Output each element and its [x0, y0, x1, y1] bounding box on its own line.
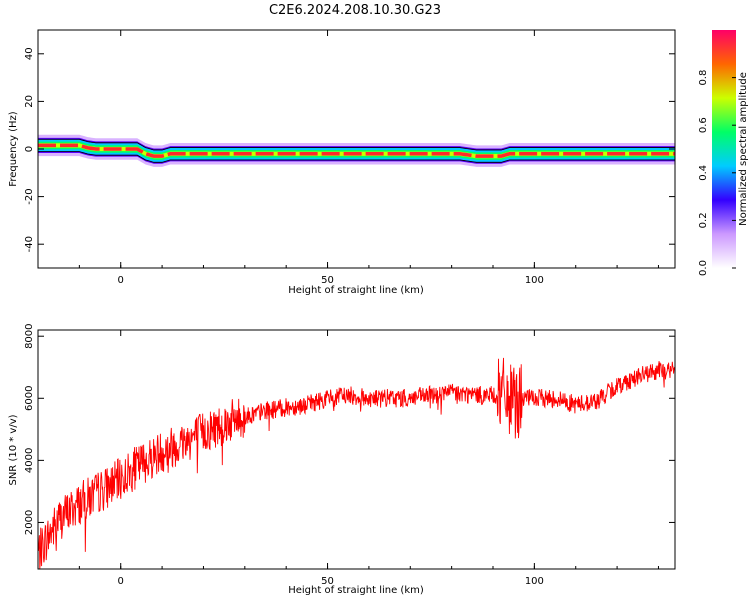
ridge-envelope — [38, 138, 675, 151]
snr-ticks: 0 50 100 2000 4000 6000 8000 — [24, 323, 675, 587]
colorbar-tick-label: 0.6 — [698, 117, 709, 133]
colorbar-ticks: 0.0 0.2 0.4 0.6 0.8 — [698, 70, 736, 276]
snr-xlabel: Height of straight line (km) — [288, 585, 424, 596]
colorbar-label: Normalized spectral amplitude — [738, 72, 749, 226]
spectrogram-ytick-label: -40 — [24, 236, 35, 252]
snr-ytick-label: 4000 — [24, 448, 35, 473]
spectrogram-heatmap — [38, 134, 675, 167]
snr-frame — [37, 329, 676, 570]
ridge-peak — [38, 143, 675, 158]
snr-panel: 0 50 100 2000 4000 6000 8000 Height of straigh… — [8, 323, 676, 596]
colorbar-gradient — [712, 30, 736, 268]
colorbar-tick-label: 0.0 — [698, 260, 709, 276]
colorbar-tick-label: 0.4 — [698, 165, 709, 181]
spectrogram-xtick-label: 100 — [525, 275, 544, 286]
spectrogram-ytick-label: 40 — [24, 47, 35, 60]
spectrogram-ticks: 0 50 100 -40 -20 0 20 40 — [24, 30, 675, 286]
spectrogram-panel: 0 50 100 -40 -20 0 20 40 Height of straight lin… — [8, 29, 676, 296]
spectrogram-xtick-label: 50 — [321, 275, 334, 286]
snr-series-line — [38, 357, 675, 569]
snr-xtick-label: 50 — [321, 576, 334, 587]
colorbar: 0.0 0.2 0.4 0.6 0.8 Normalized spectral ampl… — [698, 30, 749, 276]
spectrogram-xtick-label: 0 — [118, 275, 124, 286]
snr-ytick-label: 2000 — [24, 510, 35, 535]
ridge-envelope — [38, 151, 675, 163]
snr-ylabel: SNR (10 * v/v) — [8, 414, 19, 485]
snr-ytick-label: 6000 — [24, 386, 35, 411]
snr-xtick-label: 100 — [525, 576, 544, 587]
colorbar-tick-label: 0.8 — [698, 70, 709, 86]
colorbar-tick-label: 0.2 — [698, 212, 709, 228]
snr-plot-area — [38, 357, 675, 569]
figure-title: C2E6.2024.208.10.30.G23 — [269, 3, 441, 18]
spectrogram-ytick-label: 0 — [24, 146, 35, 152]
snr-xtick-label: 0 — [118, 576, 124, 587]
spectrogram-ylabel: Frequency (Hz) — [8, 111, 19, 187]
snr-ytick-label: 8000 — [24, 323, 35, 348]
spectrogram-ytick-label: 20 — [24, 95, 35, 108]
spectrogram-xlabel: Height of straight line (km) — [288, 285, 424, 296]
spectrogram-ytick-label: -20 — [24, 188, 35, 204]
